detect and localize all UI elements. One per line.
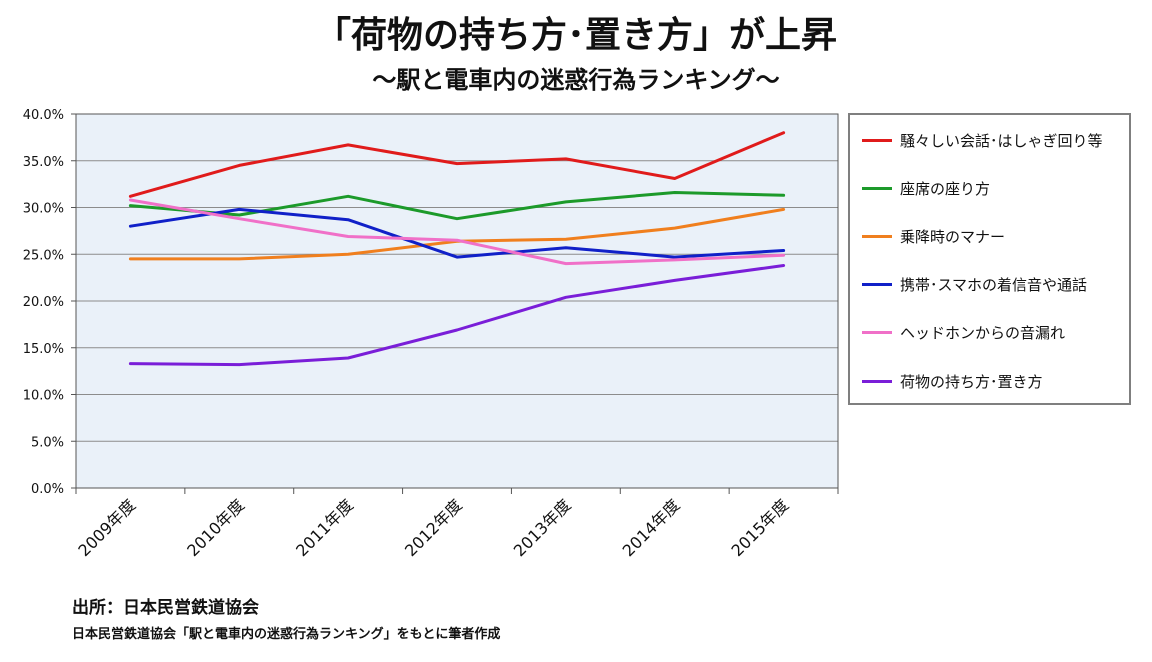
legend-item: 騒々しい会話･はしゃぎ回り等	[862, 129, 1127, 151]
legend-swatch	[862, 330, 892, 334]
legend-swatch	[862, 186, 892, 190]
legend-swatch	[862, 234, 892, 238]
legend-item: 乗降時のマナー	[862, 225, 1127, 247]
y-tick-label: 20.0%	[23, 295, 64, 310]
x-tick-label: 2012年度	[401, 495, 466, 560]
legend-swatch	[862, 282, 892, 286]
chart-title: 「荷物の持ち方･置き方」が上昇	[314, 15, 837, 56]
y-tick-label: 5.0%	[31, 435, 64, 450]
y-tick-label: 0.0%	[31, 482, 64, 497]
series-line	[128, 264, 786, 367]
legend-item: ヘッドホンからの音漏れ	[862, 321, 1127, 343]
series-line	[128, 207, 786, 259]
y-tick-label: 30.0%	[23, 202, 64, 217]
legend-item: 座席の座り方	[862, 177, 1127, 199]
y-tick-label: 15.0%	[23, 342, 64, 357]
y-tick-label: 25.0%	[23, 248, 64, 263]
legend-label: 荷物の持ち方･置き方	[900, 372, 1043, 391]
source-text: 出所：日本民営鉄道協会	[72, 598, 259, 618]
x-tick-label: 2015年度	[728, 495, 793, 560]
x-tick-label: 2013年度	[510, 495, 575, 560]
x-tick-label: 2010年度	[183, 495, 248, 560]
note-text: 日本民営鉄道協会「駅と電車内の迷惑行為ランキング」をもとに筆者作成	[72, 627, 501, 642]
chart-legend: 騒々しい会話･はしゃぎ回り等 座席の座り方 乗降時のマナー携帯･スマホの着信音や通話…	[848, 113, 1131, 405]
x-tick-label: 2011年度	[292, 495, 357, 560]
legend-label: ヘッドホンからの音漏れ	[900, 323, 1066, 342]
legend-label: 乗降時のマナー	[900, 227, 1006, 246]
y-tick-label: 35.0%	[23, 155, 64, 170]
legend-swatch	[862, 138, 892, 142]
y-tick-label: 10.0%	[23, 389, 64, 404]
legend-label: 携帯･スマホの着信音や通話	[900, 275, 1088, 294]
series-line	[128, 198, 786, 266]
x-tick-label: 2009年度	[74, 495, 139, 560]
chart-subtitle: ～駅と電車内の迷惑行為ランキング～	[372, 66, 780, 94]
x-tick-label: 2014年度	[619, 495, 684, 560]
y-tick-label: 40.0%	[23, 108, 64, 123]
legend-label: 騒々しい会話･はしゃぎ回り等	[900, 131, 1103, 150]
legend-swatch	[862, 379, 892, 383]
series-line	[128, 131, 786, 198]
legend-item: 携帯･スマホの着信音や通話	[862, 273, 1127, 295]
plot-border	[75, 113, 839, 489]
legend-label: 座席の座り方	[900, 179, 991, 198]
series-line	[128, 191, 786, 221]
legend-item: 荷物の持ち方･置き方	[862, 370, 1127, 392]
